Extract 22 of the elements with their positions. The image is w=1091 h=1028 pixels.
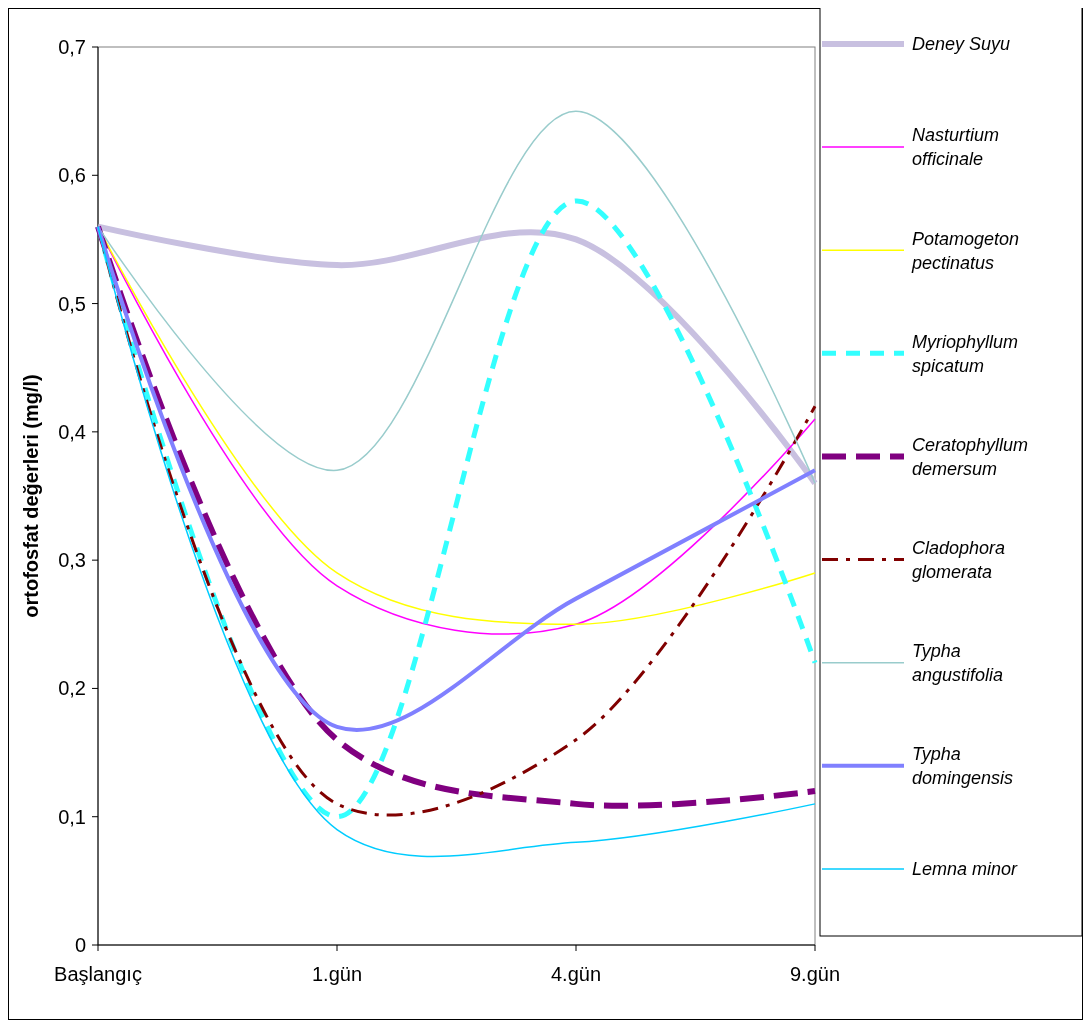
x-tick-label: Başlangıç [54, 963, 142, 985]
y-tick-label: 0,2 [58, 677, 86, 700]
legend-label: Potamogeton pectinatus [911, 228, 1020, 273]
legend-label: Nasturtium officinale [912, 125, 1000, 170]
y-tick-label: 0,7 [58, 36, 86, 58]
legend-label: Typha angustifolia [912, 640, 1004, 685]
y-tick-label: 0,6 [58, 164, 86, 187]
x-tick-label: 4.gün [550, 963, 602, 985]
legend-label: Cladophora glomerata [912, 537, 1006, 582]
y-tick-label: 0,4 [58, 420, 86, 443]
x-tick-label: 9.gün [789, 963, 841, 985]
legend-label: Ceratophyllum demersum [912, 434, 1029, 479]
y-axis-title: ortofosfat değerleri (mg/l) [20, 374, 42, 618]
legend-label: Deney Suyu [912, 34, 1011, 55]
x-tick-label: 1.gün [311, 963, 363, 985]
y-tick-label: 0,3 [58, 549, 86, 572]
y-tick-label: 0,1 [58, 805, 86, 828]
y-tick-label: 0 [74, 934, 86, 956]
y-tick-label: 0,5 [58, 292, 86, 315]
legend-label: Typha domingensis [912, 744, 1014, 789]
legend-label: Lemna minor [912, 859, 1019, 880]
legend-label: Myriophyllum spicatum [912, 331, 1019, 376]
